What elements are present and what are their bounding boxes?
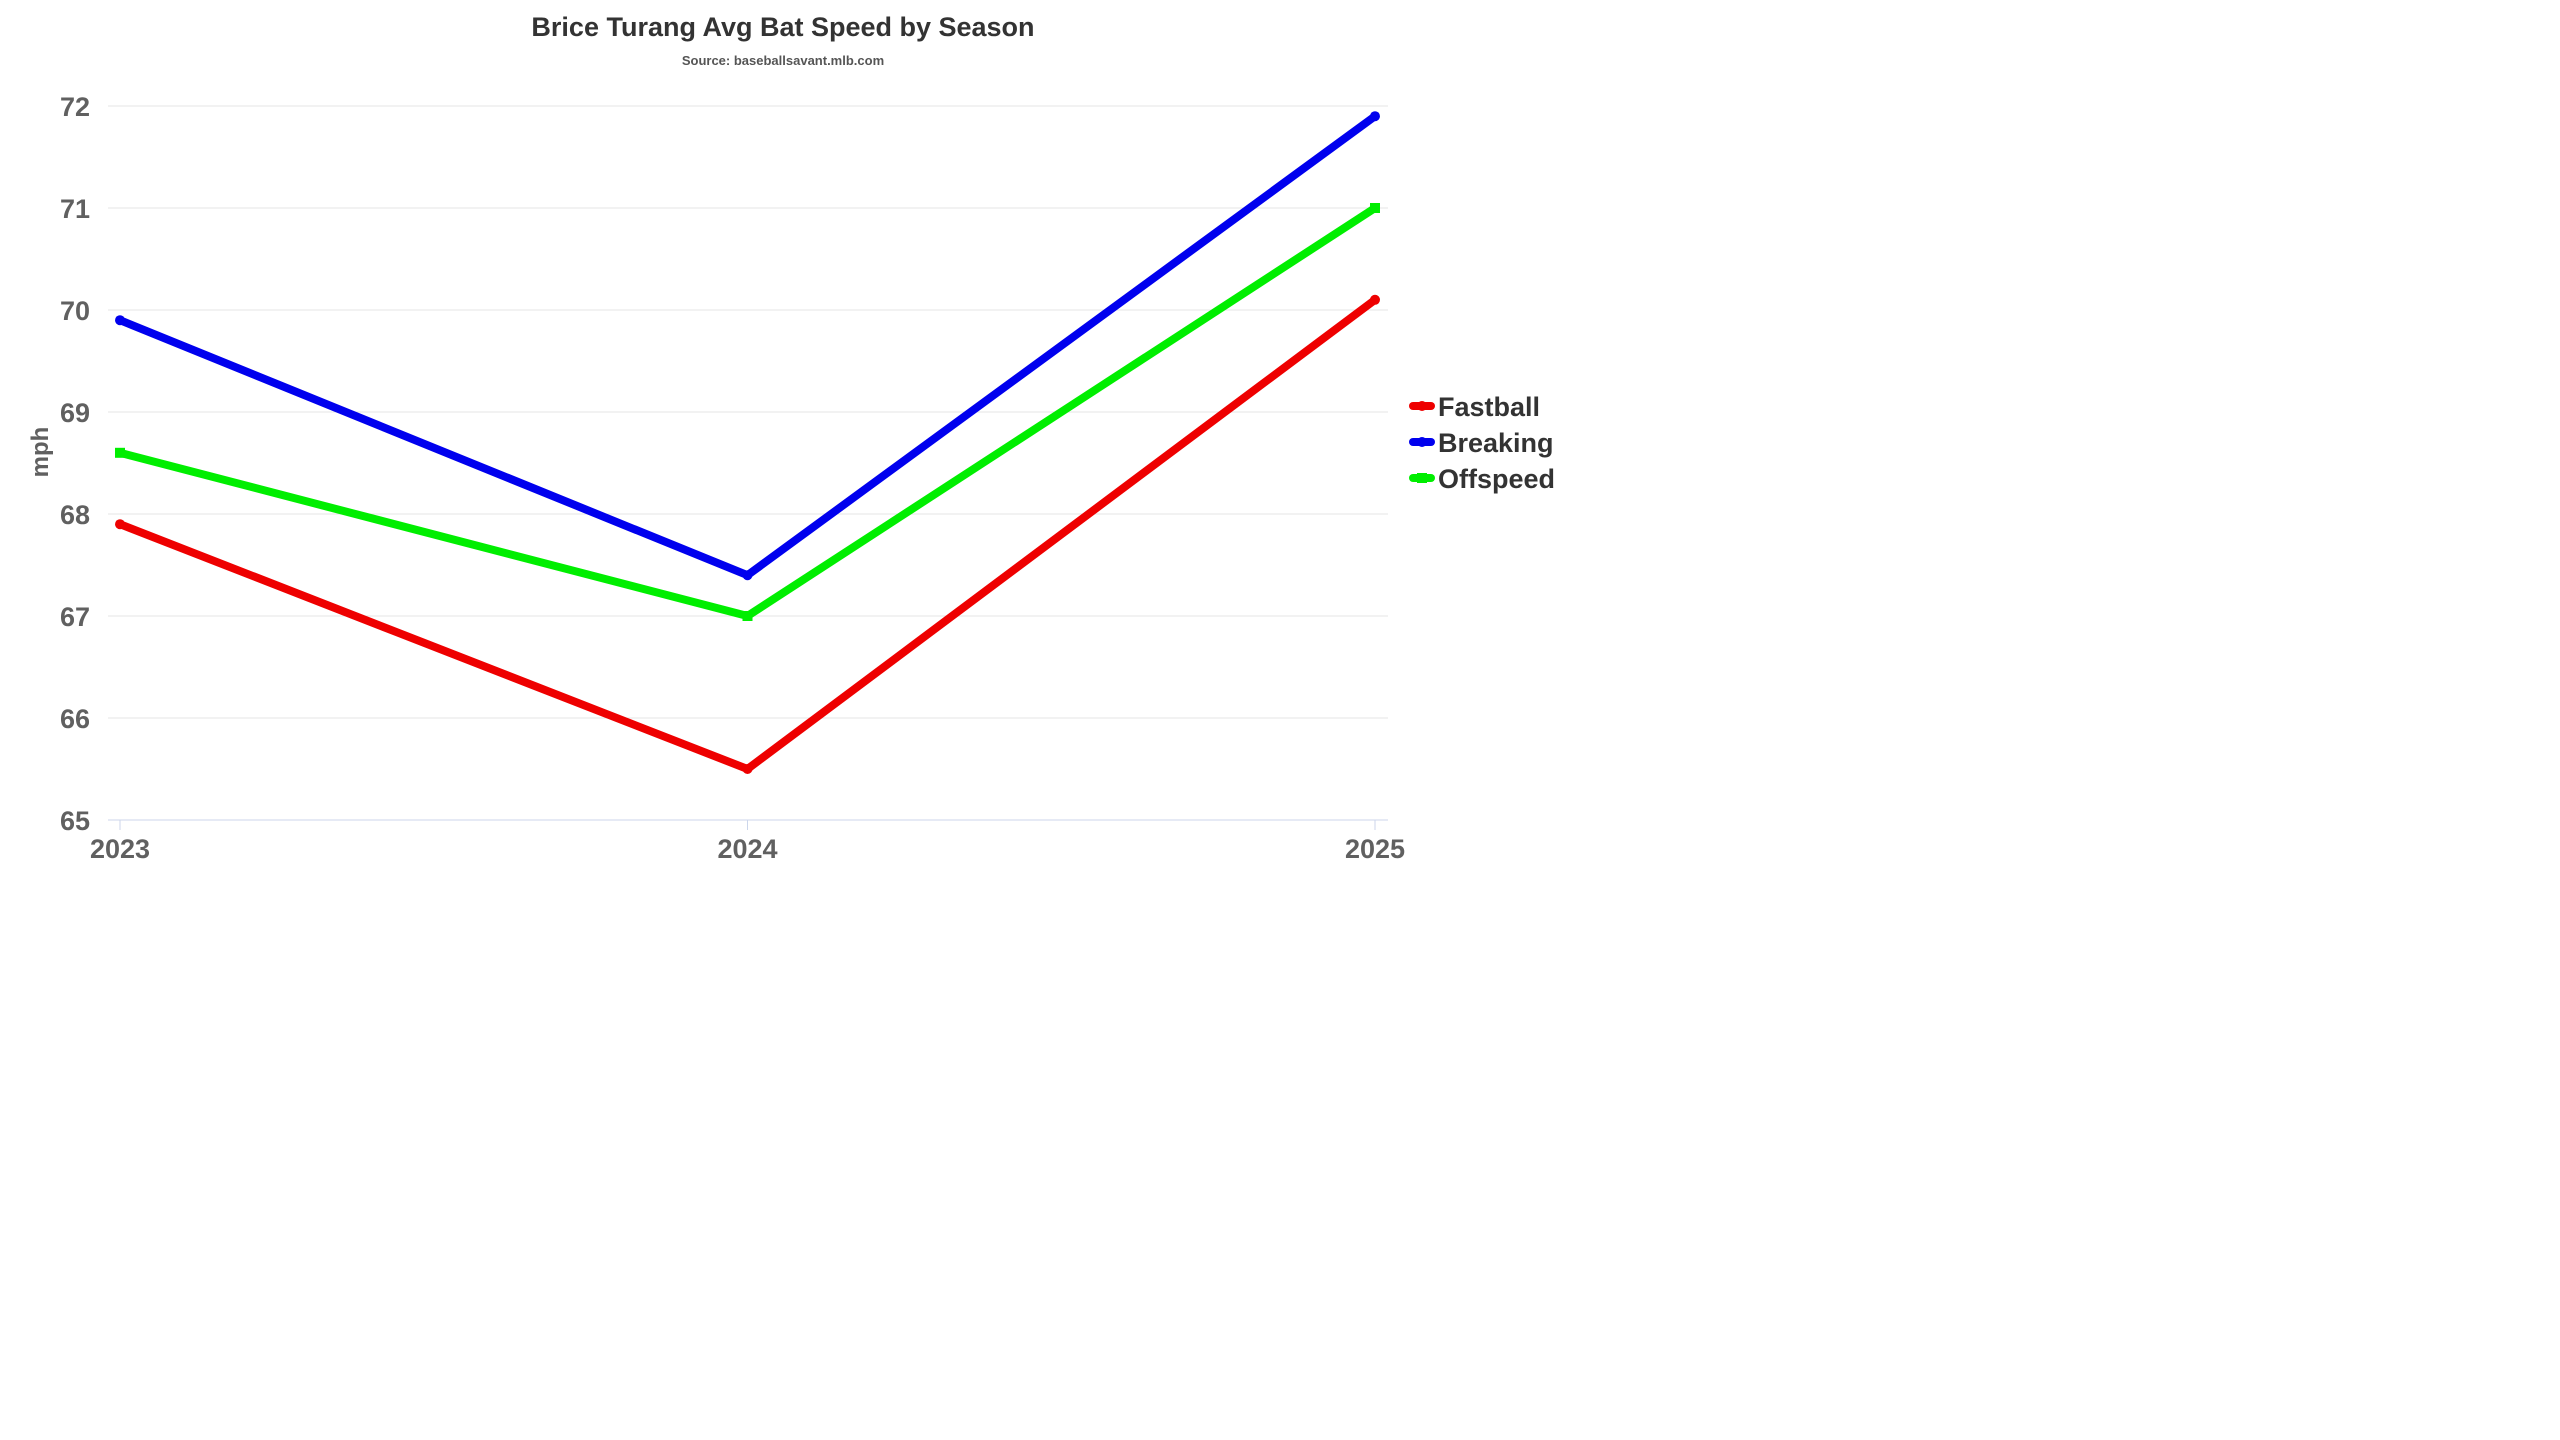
chart-subtitle: Source: baseballsavant.mlb.com <box>682 53 884 68</box>
data-point-fastball[interactable] <box>742 764 753 774</box>
series-line-breaking[interactable] <box>116 112 1379 580</box>
y-tick-label: 69 <box>60 398 90 428</box>
chart-container: Brice Turang Avg Bat Speed by Season Sou… <box>0 0 1563 880</box>
data-point-breaking[interactable] <box>742 570 753 581</box>
grid-lines <box>108 105 1388 719</box>
x-tick-label: 2024 <box>717 834 777 864</box>
legend-label-offspeed: Offspeed <box>1438 464 1555 494</box>
y-tick-label: 68 <box>60 500 90 530</box>
data-point-breaking[interactable] <box>1370 111 1380 122</box>
chart-title: Brice Turang Avg Bat Speed by Season <box>531 12 1034 42</box>
data-point-offspeed[interactable] <box>1370 203 1380 213</box>
y-tick-label: 72 <box>60 92 90 122</box>
series-breaking[interactable] <box>115 111 1380 581</box>
x-tick-label: 2025 <box>1345 834 1405 864</box>
legend-marker-breaking <box>1417 437 1427 447</box>
legend-item-fastball[interactable]: Fastball <box>1409 392 1540 422</box>
data-point-offspeed[interactable] <box>742 611 753 621</box>
legend-item-breaking[interactable]: Breaking <box>1409 428 1554 458</box>
series-fastball[interactable] <box>115 294 1380 774</box>
data-point-fastball[interactable] <box>115 519 125 530</box>
data-point-offspeed[interactable] <box>115 447 125 458</box>
legend-marker-offspeed <box>1417 473 1427 483</box>
legend[interactable]: Fastball Breaking Offspeed <box>1409 392 1555 494</box>
series-line-fastball[interactable] <box>116 295 1379 773</box>
y-tick-label: 65 <box>60 806 90 836</box>
y-axis-title: mph <box>27 427 54 478</box>
legend-label-breaking: Breaking <box>1438 428 1554 458</box>
x-tick-label: 2023 <box>90 834 150 864</box>
x-axis-ticks: 2023 2024 2025 <box>90 820 1405 864</box>
legend-marker-fastball <box>1417 401 1427 411</box>
legend-item-offspeed[interactable]: Offspeed <box>1409 464 1555 494</box>
y-tick-label: 67 <box>60 602 90 632</box>
y-tick-label: 70 <box>60 296 90 326</box>
y-tick-label: 71 <box>60 194 90 224</box>
data-point-breaking[interactable] <box>115 315 125 326</box>
legend-label-fastball: Fastball <box>1438 392 1540 422</box>
series-offspeed[interactable] <box>115 203 1380 621</box>
series-group <box>115 111 1380 774</box>
y-axis-ticks: 65 66 67 68 69 70 71 72 <box>60 92 90 836</box>
line-chart: Brice Turang Avg Bat Speed by Season Sou… <box>27 12 1555 864</box>
y-tick-label: 66 <box>60 704 90 734</box>
data-point-fastball[interactable] <box>1370 294 1380 305</box>
